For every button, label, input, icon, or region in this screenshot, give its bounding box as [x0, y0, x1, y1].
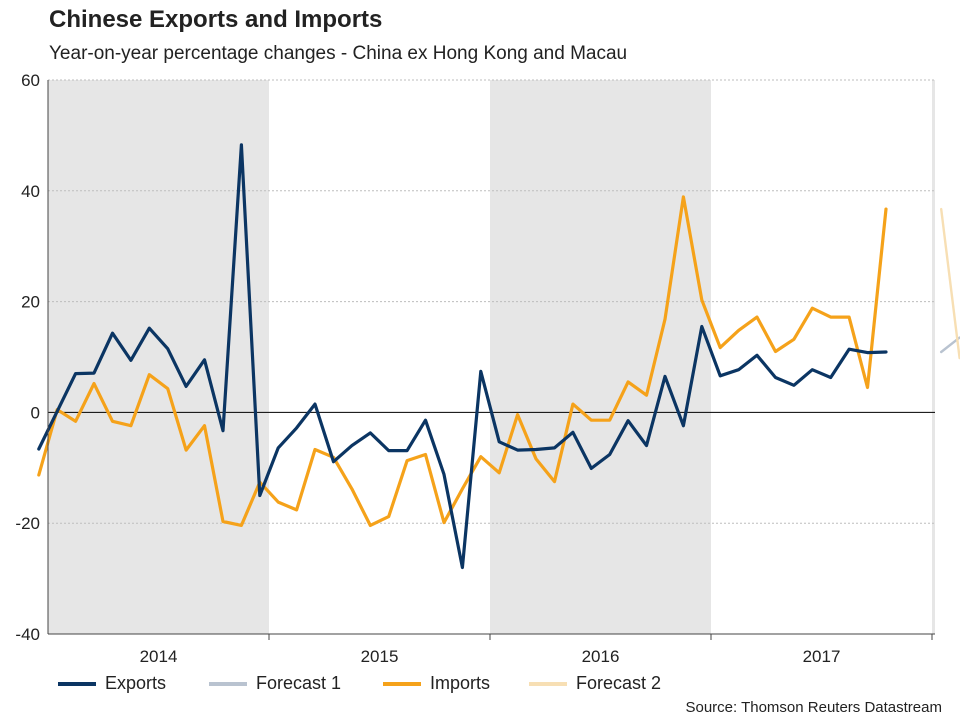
- legend-swatch-forecast-1: [209, 681, 247, 686]
- y-tick-label: -20: [15, 514, 40, 533]
- legend-item-imports: Imports: [383, 673, 490, 694]
- y-tick-label: -40: [15, 625, 40, 644]
- x-tick-label: 2015: [361, 647, 399, 666]
- year-bands: [48, 80, 935, 634]
- y-tick-label: 40: [21, 182, 40, 201]
- axes: [47, 80, 935, 640]
- legend-label-imports: Imports: [430, 673, 491, 693]
- chart-subtitle: Year-on-year percentage changes - China …: [49, 43, 628, 64]
- y-tick-label: 20: [21, 293, 40, 312]
- year-band-2018: [932, 80, 935, 634]
- year-band-2016: [490, 80, 711, 634]
- series-line-imports: [37, 195, 888, 528]
- series-lines: [37, 143, 960, 570]
- source-note: Source: Thomson Reuters Datastream: [685, 699, 942, 716]
- y-tick-labels: -40 -20 0 20 40 60: [15, 71, 40, 644]
- x-tick-label: 2014: [140, 647, 178, 666]
- y-tick-label: 60: [21, 71, 40, 90]
- legend-label-exports: Exports: [105, 673, 167, 693]
- chart-title: Chinese Exports and Imports: [49, 6, 383, 33]
- y-tick-label: 0: [31, 403, 40, 422]
- legend-label-forecast-1: Forecast 1: [256, 673, 342, 693]
- legend-label-forecast-2: Forecast 2: [576, 673, 662, 693]
- legend-item-forecast-1: Forecast 1: [209, 673, 341, 694]
- legend-swatch-exports: [58, 681, 96, 686]
- series-line-forecast-2: [940, 207, 960, 360]
- legend-swatch-forecast-2: [529, 681, 567, 686]
- year-band-2014: [48, 80, 269, 634]
- series-line-exports: [37, 143, 888, 570]
- x-tick-label: 2016: [582, 647, 620, 666]
- x-tick-labels: 2014 2015 2016 2017: [140, 647, 841, 666]
- legend-swatch-imports: [383, 681, 421, 686]
- x-tick-label: 2017: [803, 647, 841, 666]
- legend-item-forecast-2: Forecast 2: [529, 673, 661, 694]
- legend-item-exports: Exports: [58, 673, 166, 694]
